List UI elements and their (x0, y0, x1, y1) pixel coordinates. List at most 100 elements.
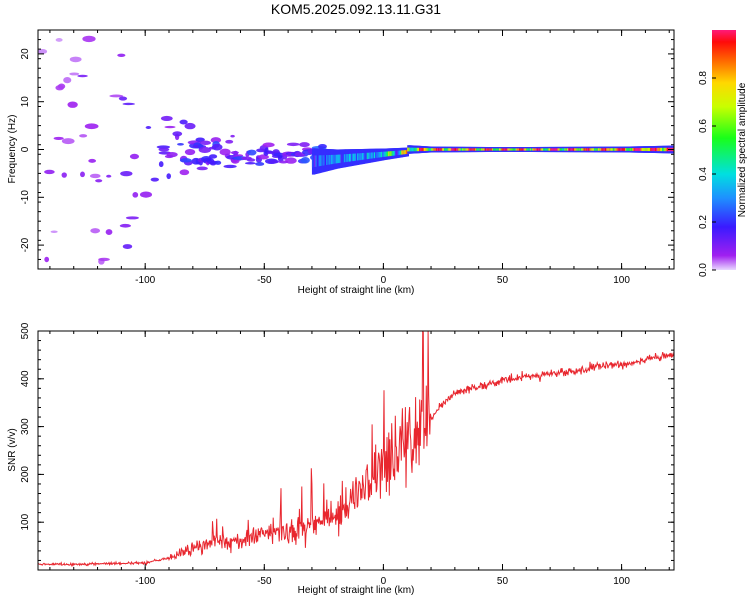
spectrogram-cell (318, 144, 327, 150)
spectrogram-cell (69, 72, 80, 76)
spectrogram-cell (84, 123, 99, 130)
snr-x-tick-label: 50 (497, 576, 509, 587)
spectrogram-cell (230, 150, 239, 155)
spectrogram-cell (50, 230, 58, 233)
spectrogram-cell (210, 137, 222, 144)
spectrogram-cell (106, 174, 112, 178)
spectrogram-cell (196, 166, 208, 171)
spectrogram-y-tick-label: -20 (20, 237, 31, 252)
colorbar-tick-label: 0.6 (698, 119, 709, 133)
spectrogram-cell (150, 177, 159, 182)
snr-x-label: Height of straight line (km) (298, 585, 415, 596)
spectrogram-cell (118, 96, 128, 101)
spectrogram-cell (223, 164, 237, 169)
spectrogram-cell (38, 48, 48, 55)
spectrogram-cell (214, 160, 222, 165)
snr-x-ticks: -100 -50 0 50 100 (49, 331, 670, 587)
colorbar-label: Normalized spectral amplitude (737, 82, 748, 217)
spectrogram-cell (166, 151, 178, 158)
spectrogram-cell (82, 35, 96, 43)
snr-y-tick-label: 200 (20, 466, 31, 483)
spectrogram-cell (90, 228, 101, 234)
spectrogram-cell (277, 155, 283, 159)
spectrogram-x-tick-label: 50 (497, 275, 509, 286)
spectrogram-cell (184, 148, 196, 156)
spectrogram-cell (198, 146, 212, 153)
colorbar-tick-label: 0.4 (698, 167, 709, 181)
spectrogram-cell (88, 158, 97, 163)
chart-title: KOM5.2025.092.13.11.G31 (271, 1, 441, 17)
snr-panel: -100 -50 0 50 100 100 200 300 400 500 Height of … (7, 322, 675, 596)
spectrogram-cell (300, 157, 310, 164)
spectrogram-cell (61, 172, 67, 178)
colorbar-ticks: 0.0 0.2 0.4 0.6 0.8 (698, 71, 716, 277)
spectrogram-cell (195, 137, 205, 142)
snr-series-line (38, 330, 675, 568)
spectrogram-cell (156, 145, 171, 149)
spectrogram-cell (79, 134, 88, 138)
spectrogram-cell (122, 244, 133, 249)
spectrogram-cell (105, 229, 113, 235)
spectrogram-cell (177, 142, 184, 146)
spectrogram-cell (255, 162, 265, 166)
snr-y-tick-label: 400 (20, 370, 31, 387)
spectrogram-cell (63, 76, 72, 84)
spectrogram-cell (158, 161, 164, 168)
colorbar-tick-label: 0.8 (698, 71, 709, 85)
spectrogram-x-tick-label: 0 (381, 275, 387, 286)
spectrogram-cell (77, 74, 88, 78)
snr-x-tick-label: 100 (613, 576, 630, 587)
spectrogram-cell (267, 159, 280, 164)
spectrogram-x-tick-label: -100 (135, 275, 155, 286)
spectrogram-x-tick-label: -50 (257, 275, 272, 286)
snr-x-tick-label: -100 (135, 576, 155, 587)
snr-y-tick-label: 300 (20, 418, 31, 435)
spectrogram-cell (55, 85, 64, 91)
spectrogram-cell (119, 223, 132, 228)
colorbar: 0.0 0.2 0.4 0.6 0.8 Normalized spectral ampl… (698, 30, 748, 277)
snr-y-tick-label: 100 (20, 513, 31, 530)
spectrogram-cell (246, 158, 256, 162)
spectrogram-cell (247, 149, 257, 156)
snr-y-label: SNR (v/v) (7, 428, 18, 471)
spectrogram-cell (285, 157, 297, 164)
spectrogram-cell (225, 139, 234, 144)
spectrogram-cell (129, 153, 140, 160)
spectrogram-cell (67, 101, 78, 108)
spectrogram-x-label: Height of straight line (km) (298, 285, 415, 296)
spectrogram-cell (262, 142, 275, 148)
spectrogram-cell (80, 171, 85, 178)
spectrogram-cell (158, 147, 170, 152)
spectrogram-cell (95, 179, 103, 183)
spectrogram-cell (179, 158, 192, 163)
snr-y-tick-label: 500 (20, 322, 31, 339)
snr-x-tick-label: -50 (257, 576, 272, 587)
spectrogram-cells (38, 35, 674, 265)
spectrogram-x-tick-label: 100 (613, 275, 630, 286)
spectrogram-cell (122, 102, 135, 106)
spectrogram-cell (98, 257, 110, 262)
snr-y-ticks: 100 200 300 400 500 (20, 322, 674, 571)
spectrogram-y-tick-label: -10 (20, 190, 31, 205)
spectrogram-cell (166, 173, 172, 180)
spectrogram-cell (120, 171, 133, 177)
spectrogram-cell (53, 136, 64, 140)
spectrogram-cell (230, 134, 235, 138)
spectrogram-cell (44, 169, 55, 175)
spectrogram-cell (184, 122, 196, 130)
spectrogram-cell (199, 140, 211, 145)
spectrogram-cell (125, 216, 139, 220)
spectrogram-cell (132, 192, 139, 198)
spectrogram-cell (209, 160, 217, 166)
spectrogram-y-tick-label: 20 (20, 48, 31, 60)
spectrogram-cell (109, 94, 124, 98)
spectrogram-cell (139, 191, 153, 198)
spectrogram-x-ticks: -100 -50 0 50 100 (49, 30, 670, 286)
snr-x-tick-label: 0 (381, 576, 387, 587)
spectrogram-y-tick-label: 0 (20, 146, 31, 152)
spectrogram-y-label: Frequency (Hz) (7, 115, 18, 184)
spectrogram-y-tick-label: 10 (20, 96, 31, 108)
colorbar-tick-label: 0.2 (698, 215, 709, 229)
